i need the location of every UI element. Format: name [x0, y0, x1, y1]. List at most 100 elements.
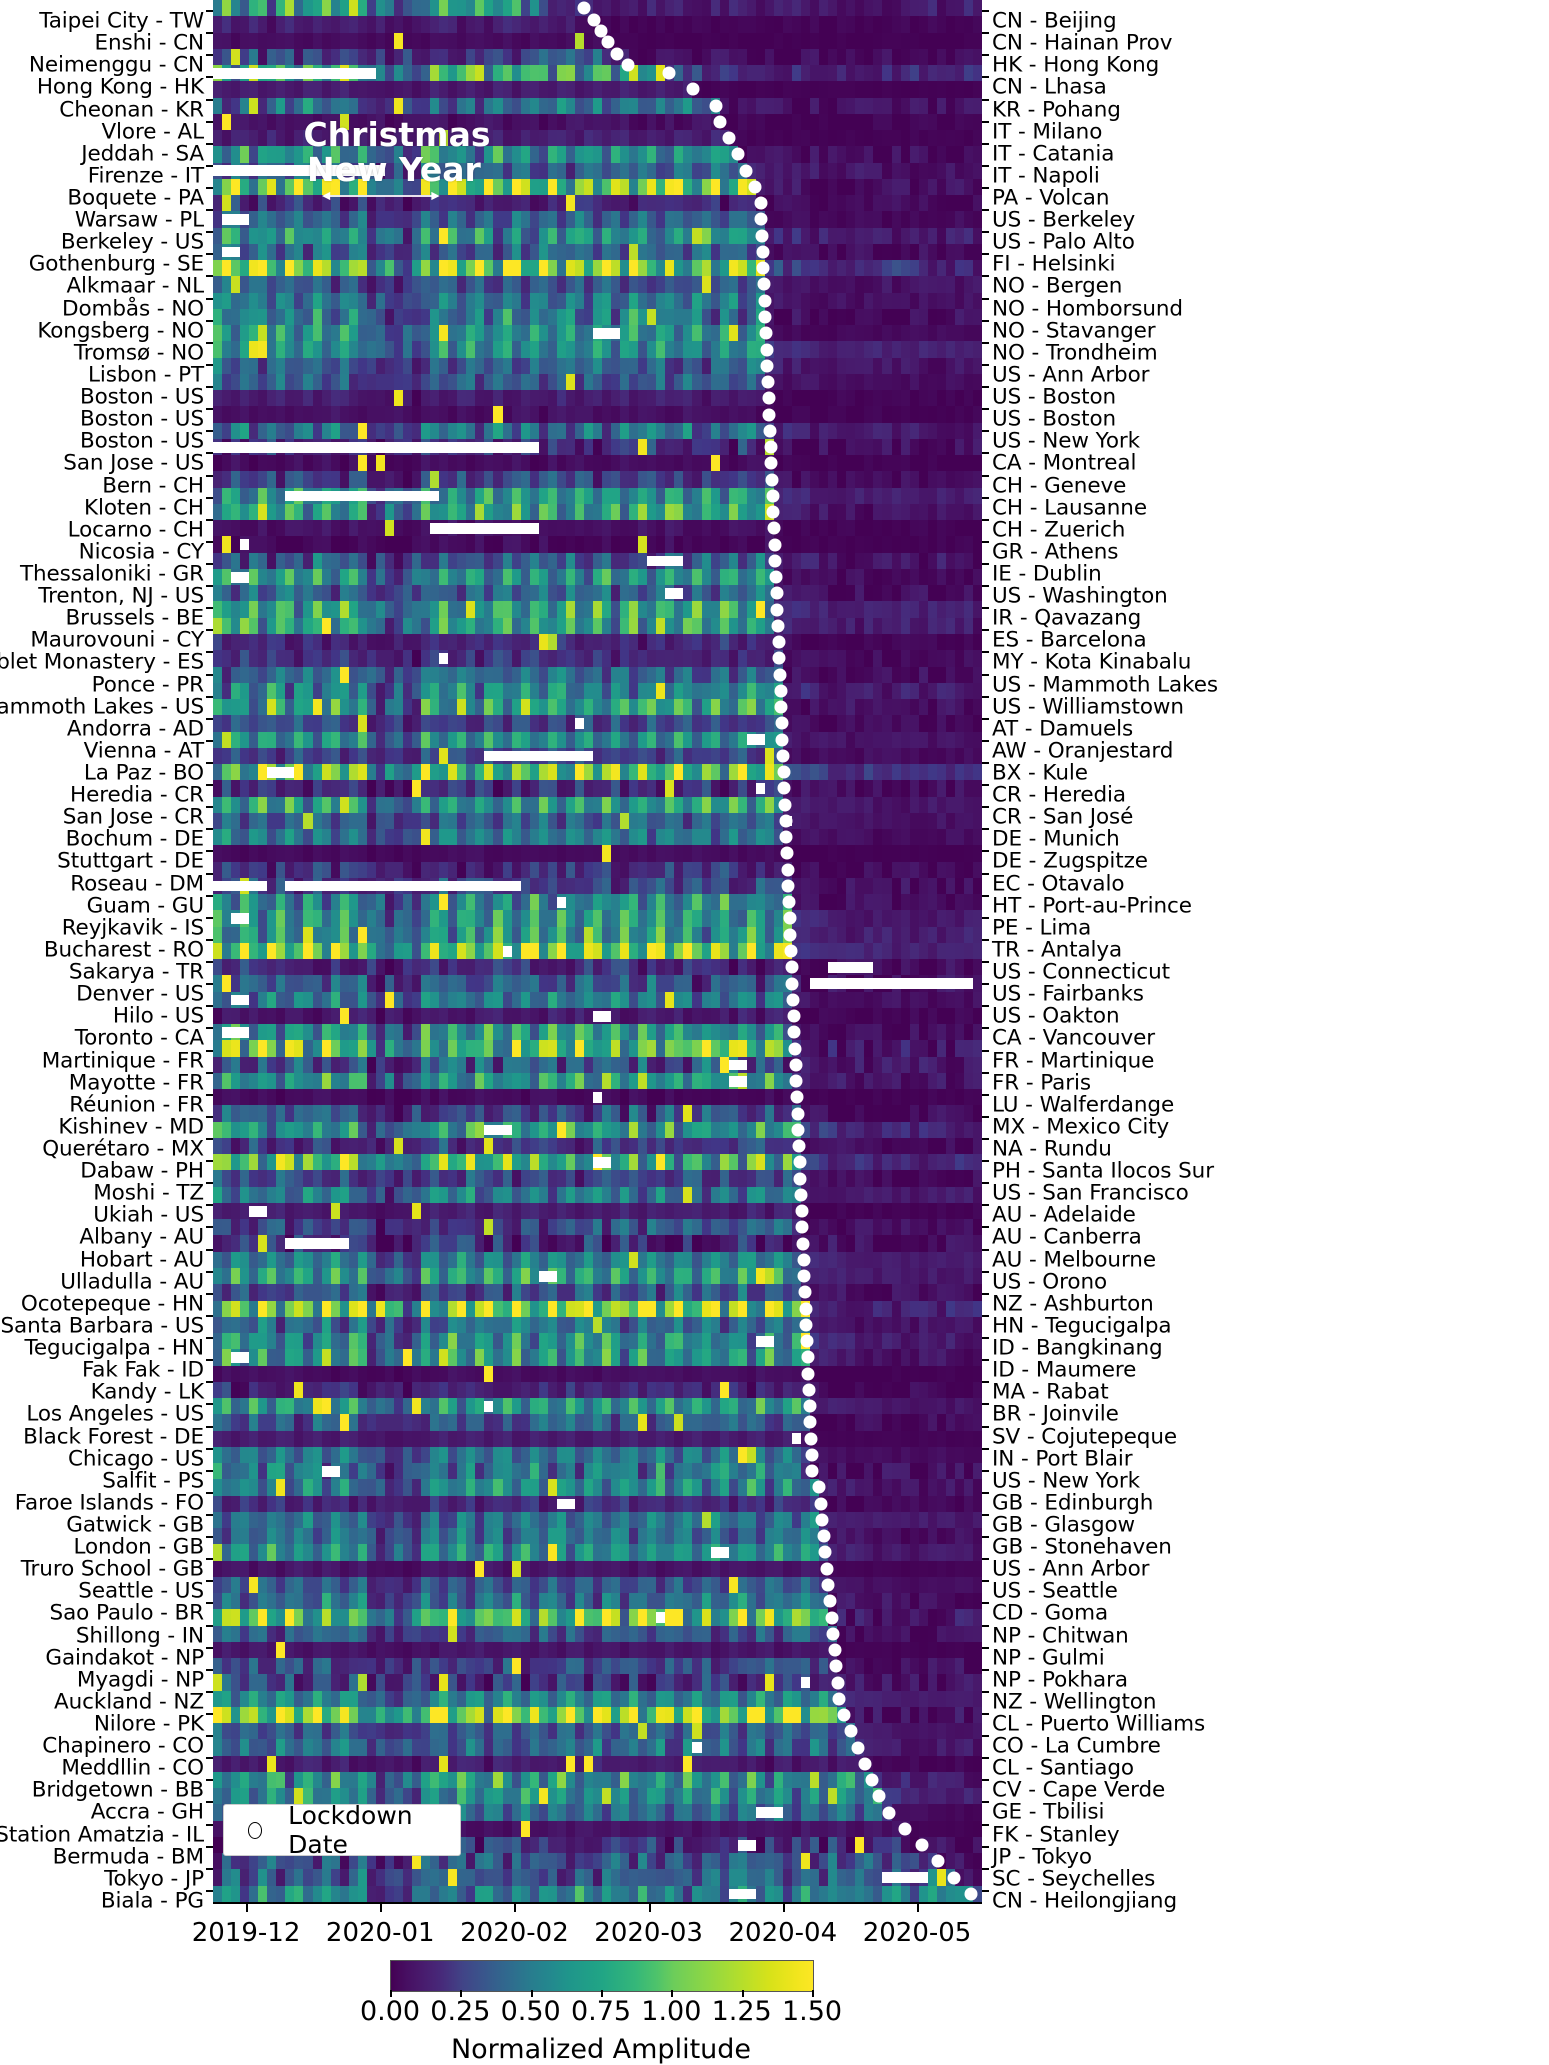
axis-tick [982, 1668, 989, 1671]
axis-tick [206, 1093, 213, 1096]
axis-tick [982, 76, 989, 79]
left-axis-tick-label: Brussels - BE [65, 605, 205, 631]
right-axis-tick-label: HN - Tegucigalpa [992, 1313, 1172, 1339]
left-axis-tick-label: Vienna - AT [83, 738, 204, 764]
axis-tick [206, 496, 213, 499]
lockdown-date-marker [794, 1188, 808, 1202]
right-axis-tick-label: CO - La Cumbre [992, 1733, 1161, 1759]
axis-tick [206, 54, 213, 57]
left-axis-tick-label: Kandy - LK [90, 1379, 205, 1405]
right-axis-tick-label: US - Washington [992, 583, 1168, 609]
missing-data-bar [484, 1400, 494, 1412]
axis-tick [206, 1005, 213, 1008]
lockdown-date-marker [787, 1025, 801, 1039]
axis-tick [206, 1248, 213, 1251]
left-axis-tick-label: Neimenggu - CN [28, 52, 204, 78]
axis-tick [206, 1027, 213, 1030]
axis-tick [982, 762, 989, 764]
lockdown-date-marker [826, 1627, 840, 1641]
axis-tick [206, 209, 213, 212]
axis-tick [206, 1381, 213, 1384]
axis-tick [206, 10, 213, 13]
right-axis-tick-label: CN - Lhasa [992, 74, 1107, 100]
colorbar-tick [601, 1990, 603, 1997]
lockdown-date-marker [795, 1220, 809, 1234]
axis-tick [982, 1292, 989, 1295]
lockdown-date-marker [825, 1611, 839, 1624]
missing-data-bar [710, 1547, 729, 1558]
left-axis-tick-label: Berkeley - US [60, 229, 204, 255]
lockdown-date-marker [798, 1285, 812, 1299]
colorbar-tick-label: 1.00 [641, 1996, 702, 2027]
axis-tick [206, 739, 213, 742]
axis-tick [982, 142, 989, 145]
lockdown-date-marker [803, 1415, 817, 1429]
axis-tick [982, 1204, 989, 1207]
right-axis-tick-label: PE - Lima [992, 915, 1092, 941]
right-axis-tick-label: CR - San José [992, 804, 1134, 830]
left-axis-tick-label: Trenton, NJ - US [38, 583, 204, 609]
axis-tick [206, 629, 213, 632]
axis-tick [982, 1137, 989, 1140]
axis-tick [982, 54, 989, 57]
axis-tick [206, 518, 213, 521]
right-axis-tick-label: US - Williamstown [992, 694, 1184, 720]
seismic-noise-heatmap[interactable]: Christmas New Year Lockdown Date [213, 0, 982, 1902]
left-axis-tick-label: Roseau - DM [70, 871, 204, 897]
missing-data-bar [592, 328, 621, 339]
right-axis-tick-label: ID - Maumere [992, 1357, 1137, 1383]
right-axis-tick-label: MA - Rabat [992, 1379, 1109, 1405]
axis-tick [982, 562, 989, 565]
axis-tick [206, 386, 213, 389]
lockdown-date-marker [800, 1334, 814, 1348]
lockdown-date-marker [915, 1838, 929, 1852]
lockdown-date-marker [780, 846, 794, 860]
left-axis-tick-label: Salfit - PS [102, 1468, 204, 1494]
axis-tick [206, 916, 213, 919]
axis-tick [206, 98, 213, 101]
missing-data-bar [746, 734, 765, 746]
left-axis-tick-label: Myagdi - NP [76, 1667, 204, 1693]
right-axis-tick-label: NP - Pokhara [992, 1667, 1128, 1693]
left-axis-tick-label: Ulladulla - AU [60, 1269, 204, 1295]
right-axis-tick-label: BX - Kule [992, 760, 1088, 786]
axis-tick [982, 1513, 989, 1516]
axis-tick [982, 1536, 989, 1539]
axis-tick [982, 10, 989, 13]
lockdown-date-marker [722, 131, 736, 145]
axis-tick [206, 961, 213, 964]
left-axis-tick-label: San Jose - US [63, 450, 204, 476]
axis-tick [982, 341, 989, 344]
right-axis-tick-label: AU - Adelaide [992, 1202, 1136, 1228]
right-axis-tick-label: US - Connecticut [992, 959, 1170, 985]
lockdown-date-marker [788, 1042, 802, 1056]
missing-data-bar [502, 945, 512, 957]
right-axis-tick-label: CH - Geneve [992, 473, 1127, 498]
axis-tick [206, 120, 213, 123]
left-axis-tick-label: Toronto - CA [74, 1025, 204, 1051]
lockdown-date-marker [851, 1741, 865, 1755]
missing-data-bar [656, 1612, 666, 1624]
missing-data-bar [213, 880, 268, 892]
missing-data-bar [231, 913, 250, 924]
right-axis-tick-label: CN - Heilongjiang [992, 1888, 1177, 1914]
axis-tick [206, 275, 213, 278]
axis-tick [206, 695, 213, 698]
axis-tick [982, 1160, 989, 1163]
lockdown-date-marker [784, 944, 798, 958]
lockdown-date-marker [759, 326, 773, 340]
axis-tick [206, 452, 213, 455]
axis-tick [206, 1690, 213, 1693]
lockdown-date-marker [832, 1692, 846, 1706]
lockdown-date-marker [610, 47, 624, 61]
axis-tick [982, 363, 989, 366]
newyear-line-2: New Year [307, 149, 481, 189]
axis-tick [206, 164, 213, 167]
right-axis-tick-label: US - Palo Alto [992, 229, 1135, 255]
right-axis-tick-label: CH - Lausanne [992, 495, 1147, 521]
lockdown-date-marker [774, 684, 787, 698]
lockdown-date-marker [773, 668, 787, 682]
left-axis-tick-label: Boston - US [79, 406, 204, 432]
right-axis-tick-label: CL - Santiago [992, 1755, 1134, 1781]
axis-tick [206, 186, 213, 189]
